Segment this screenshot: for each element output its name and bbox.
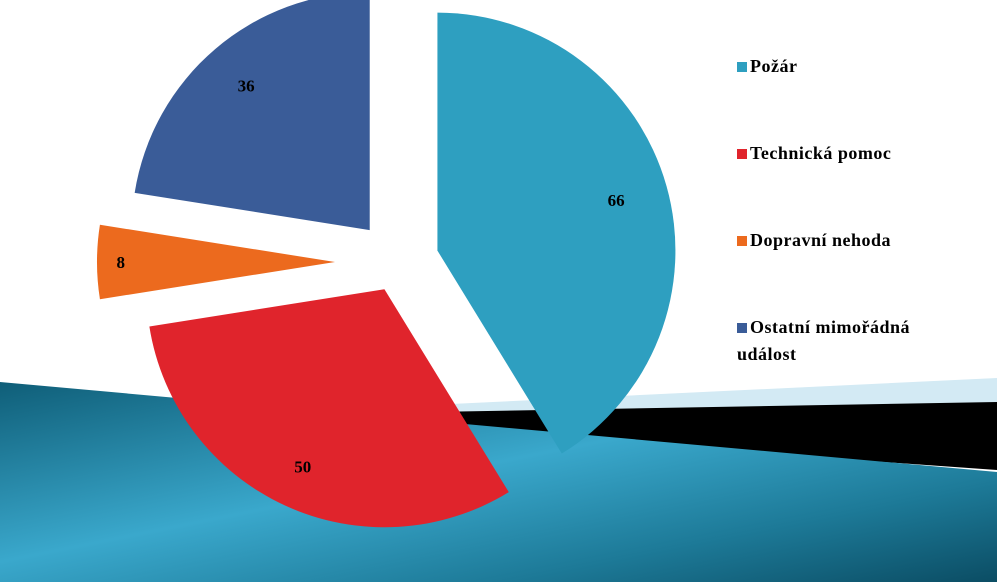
legend-label-3: Dopravní nehoda xyxy=(750,230,891,250)
data-label-2: 50 xyxy=(294,457,311,476)
data-labels: 66 50 8 36 xyxy=(117,76,625,476)
pie-slices xyxy=(97,0,676,528)
legend-label-2: Technická pomoc xyxy=(750,143,891,163)
data-label-3: 8 xyxy=(117,253,126,272)
pie-slice-3 xyxy=(97,224,336,300)
legend-swatch-4 xyxy=(737,323,747,333)
legend: Požár Technická pomoc Dopravní nehoda Ostat… xyxy=(737,56,910,364)
pie-slice-4 xyxy=(134,0,370,231)
legend-swatch-3 xyxy=(737,236,747,246)
data-label-1: 66 xyxy=(608,191,625,210)
legend-label-4: Ostatní mimořádná událost xyxy=(737,317,910,364)
legend-swatch-2 xyxy=(737,149,747,159)
data-label-4: 36 xyxy=(238,76,255,95)
legend-label-1: Požár xyxy=(750,56,797,76)
pie-slice-1 xyxy=(437,12,676,454)
pie-slice-2 xyxy=(149,289,509,528)
legend-swatch-1 xyxy=(737,62,747,72)
